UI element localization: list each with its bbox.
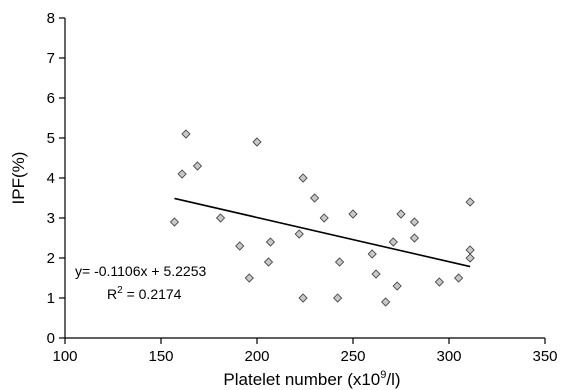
y-axis-title: IPF(%) (9, 152, 28, 205)
data-point (298, 173, 308, 183)
y-axis-ticks: 0 1 2 3 4 5 6 7 8 (47, 10, 65, 347)
y-tick-label: 4 (47, 170, 55, 187)
data-point (334, 257, 345, 267)
data-point (333, 293, 343, 303)
y-tick-label: 0 (47, 330, 55, 347)
data-point (388, 237, 398, 247)
y-tick-label: 5 (47, 130, 55, 147)
y-tick-label: 7 (47, 50, 55, 67)
data-point (244, 273, 254, 283)
data-point (215, 213, 226, 223)
data-point (465, 245, 475, 255)
data-point (348, 209, 358, 219)
x-tick-label: 150 (148, 348, 173, 365)
data-point (310, 193, 320, 203)
x-tick-label: 300 (436, 348, 461, 365)
data-point (454, 273, 464, 283)
data-point (392, 281, 402, 291)
data-point (409, 217, 420, 227)
data-point (381, 297, 391, 307)
data-point (298, 293, 308, 303)
y-tick-label: 1 (47, 290, 55, 307)
data-points (169, 129, 475, 307)
y-tick-label: 3 (47, 210, 55, 227)
y-tick-label: 6 (47, 90, 55, 107)
r-squared-label: R2 = 0.2174 (107, 285, 182, 302)
regression-equation: y= -0.1106x + 5.2253 (75, 263, 206, 279)
data-point (409, 233, 420, 243)
x-tick-label: 200 (244, 348, 269, 365)
data-point (465, 197, 475, 207)
y-tick-label: 8 (47, 10, 55, 27)
data-point (169, 217, 180, 227)
x-tick-label: 100 (52, 348, 77, 365)
data-point (319, 213, 329, 223)
trendline-layer (174, 197, 471, 268)
data-point (367, 249, 377, 259)
x-axis-ticks: 100 150 200 250 300 350 (52, 338, 558, 365)
data-point (371, 269, 381, 279)
data-point (235, 241, 245, 251)
data-point (263, 257, 274, 267)
data-point (396, 209, 406, 219)
data-point (181, 129, 191, 139)
data-point (294, 229, 304, 239)
data-point (252, 137, 262, 147)
x-tick-label: 350 (532, 348, 557, 365)
data-point (192, 161, 203, 171)
y-tick-label: 2 (47, 250, 55, 267)
data-point (465, 253, 475, 263)
x-tick-label: 250 (340, 348, 365, 365)
trendline (174, 197, 471, 268)
data-point (177, 169, 187, 179)
data-point (434, 277, 444, 287)
x-axis-title: Platelet number (x109/l) (223, 369, 400, 389)
data-point (265, 237, 276, 247)
